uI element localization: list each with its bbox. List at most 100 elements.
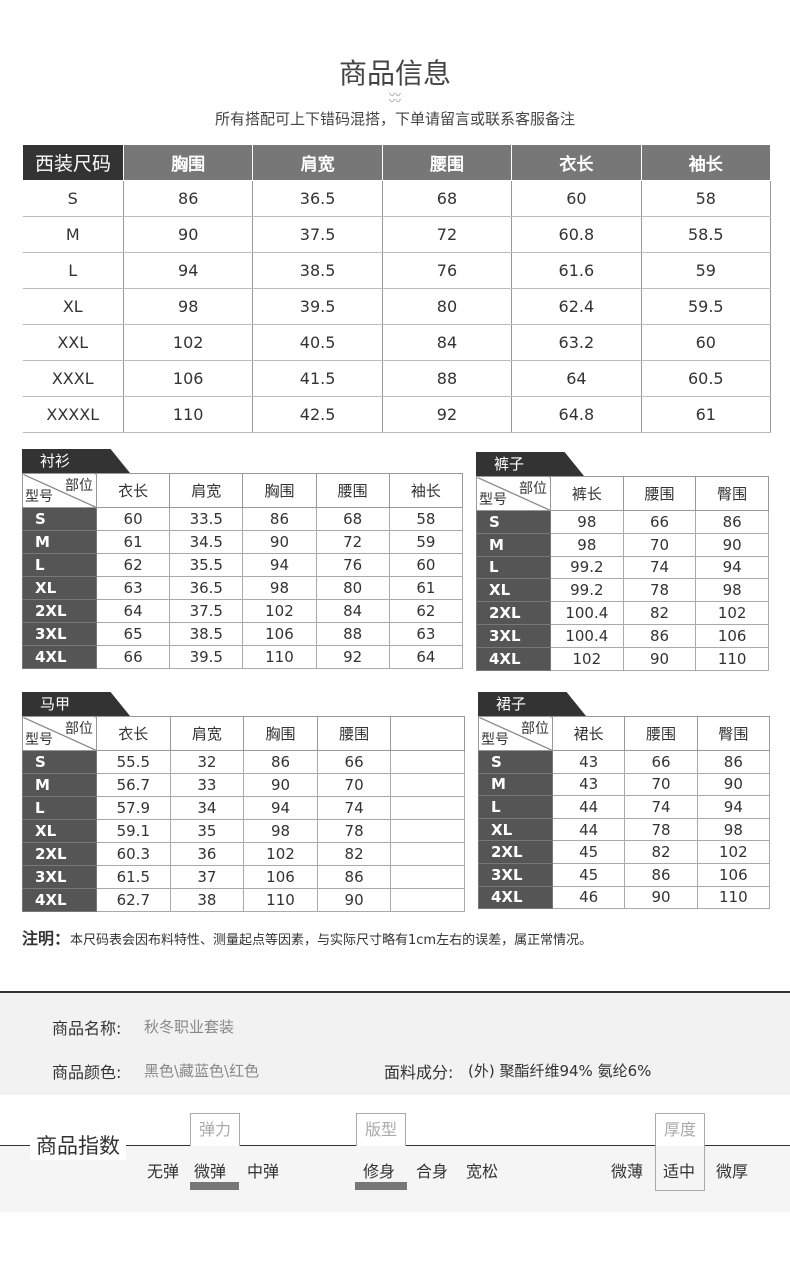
table-cell: 98 (550, 510, 624, 534)
table-cell: 94 (123, 252, 254, 289)
table-row: 4XL 66 39.5 110 92 64 (22, 645, 464, 669)
pants-tab: 裤子 (476, 452, 584, 476)
part-label: 部位 (65, 478, 93, 494)
table-row: L 99.2 74 94 (476, 555, 769, 580)
corner-header: 部位 型号 (478, 716, 553, 751)
table-cell: 37.5 (169, 599, 244, 623)
table-cell: 60.3 (96, 842, 171, 866)
table-cell: 94 (242, 553, 317, 577)
fit-selected-indicator (355, 1182, 407, 1190)
column-header: 袖长 (388, 473, 464, 508)
table-row: 3XL 61.5 37 106 86 (22, 865, 465, 889)
column-header: 衣长 (95, 473, 171, 508)
table-cell: 68 (315, 507, 390, 531)
thickness-option-selected: 适中 (663, 1162, 696, 1181)
table-cell: 61 (95, 530, 171, 554)
table-cell: 86 (622, 623, 697, 648)
size-cell: 2XL (476, 601, 551, 625)
size-cell: S (22, 750, 97, 774)
table-cell: 35.5 (169, 553, 244, 577)
column-header: 肩宽 (252, 144, 383, 181)
table-cell: 76 (315, 553, 390, 577)
table-cell: 74 (622, 555, 697, 580)
table-cell: 63 (388, 622, 464, 646)
header-row: 部位 型号 裙长 腰围 臀围 (478, 716, 771, 751)
table-cell: 74 (316, 796, 392, 820)
table-cell: 36 (169, 842, 245, 866)
fit-option: 宽松 (466, 1162, 499, 1181)
column-header: 袖长 (640, 144, 772, 181)
table-row: M 90 37.5 72 60.8 58.5 (22, 216, 772, 253)
header-row: 部位 型号 裤长 腰围 臀围 (476, 476, 769, 511)
size-label: 型号 (479, 492, 507, 508)
table-cell: 61 (388, 576, 464, 600)
table-row: XL 63 36.5 98 80 61 (22, 576, 464, 600)
part-label: 部位 (521, 721, 549, 737)
table-cell: 36.5 (169, 576, 244, 600)
table-cell: 82 (624, 840, 698, 864)
table-row: XXL 102 40.5 84 63.2 60 (22, 324, 772, 361)
shirt-tab: 衬衫 (22, 449, 130, 473)
elastic-option: 中弹 (247, 1162, 280, 1181)
column-header: 衣长 (96, 716, 171, 751)
table-cell: 102 (696, 840, 771, 864)
subtitle: 所有搭配可上下错码混搭，下单请留言或联系客服备注 (214, 110, 575, 128)
table-cell: 102 (695, 601, 769, 625)
vest-tab: 马甲 (22, 692, 130, 716)
size-cell: S (476, 510, 551, 534)
table-row: XXXL 106 41.5 88 64 60.5 (22, 360, 772, 397)
column-header: 腰围 (381, 144, 513, 181)
column-header: 臀围 (696, 716, 771, 751)
table-cell: 56.7 (96, 773, 171, 797)
table-cell: 76 (382, 252, 513, 289)
vest-size-table: 部位 型号 衣长 肩宽 胸围 腰围 S 55.5 32 86 66 M 56.7 33 90 70 L 57.9 3… (22, 716, 465, 912)
size-cell: 4XL (478, 885, 553, 910)
table-cell: 106 (243, 865, 318, 889)
size-cell: 2XL (478, 840, 553, 864)
table-cell: 36.5 (252, 180, 383, 217)
table-cell: 45 (551, 840, 626, 864)
table-cell: 92 (382, 396, 513, 433)
table-cell: 68 (382, 180, 513, 217)
size-cell: L (478, 795, 553, 819)
table-cell: 33 (169, 773, 245, 797)
table-row: 2XL 60.3 36 102 82 (22, 842, 465, 866)
pants-size-table: 部位 型号 裤长 腰围 臀围 S 98 66 86 M 98 70 90 L 99.2 74 94 XL 99.2 7… (476, 476, 769, 671)
table-cell: 55.5 (96, 750, 171, 774)
table-cell: 106 (696, 862, 771, 887)
column-header: 肩宽 (169, 716, 245, 751)
table-cell: 84 (382, 324, 513, 361)
table-cell: 98 (695, 578, 769, 603)
table-row: 4XL 62.7 38 110 90 (22, 888, 465, 912)
color-label: 商品颜色: (52, 1063, 122, 1082)
table-cell: 64 (95, 599, 171, 623)
table-cell: 46 (551, 885, 626, 910)
table-cell: 59.1 (96, 819, 171, 843)
table-cell: 66 (95, 645, 171, 669)
color-value: 黑色\藏蓝色\红色 (144, 1062, 260, 1080)
table-cell (390, 842, 465, 866)
table-row: S 60 33.5 86 68 58 (22, 507, 464, 531)
size-cell: 3XL (478, 862, 553, 887)
skirt-tab: 裙子 (478, 692, 586, 716)
table-cell: 66 (316, 750, 392, 774)
table-cell: 66 (622, 510, 697, 534)
corner-header: 部位 型号 (22, 716, 97, 751)
column-header: 臀围 (695, 476, 769, 511)
table-cell (390, 750, 465, 774)
size-cell: L (476, 555, 551, 580)
size-cell: 4XL (22, 645, 97, 669)
table-cell (390, 865, 465, 889)
table-cell: XXXXL (22, 396, 124, 433)
table-cell: 62 (388, 599, 464, 623)
table-cell: 66 (624, 750, 698, 774)
table-cell: 86 (243, 750, 318, 774)
table-cell: 99.2 (550, 555, 624, 580)
size-cell: 2XL (22, 599, 97, 623)
table-cell: 98 (123, 288, 254, 325)
size-cell: M (476, 532, 551, 557)
table-cell: 43 (551, 750, 626, 774)
table-cell: 38.5 (169, 622, 244, 646)
table-cell: 100.4 (550, 601, 624, 625)
table-cell: 70 (624, 772, 698, 797)
